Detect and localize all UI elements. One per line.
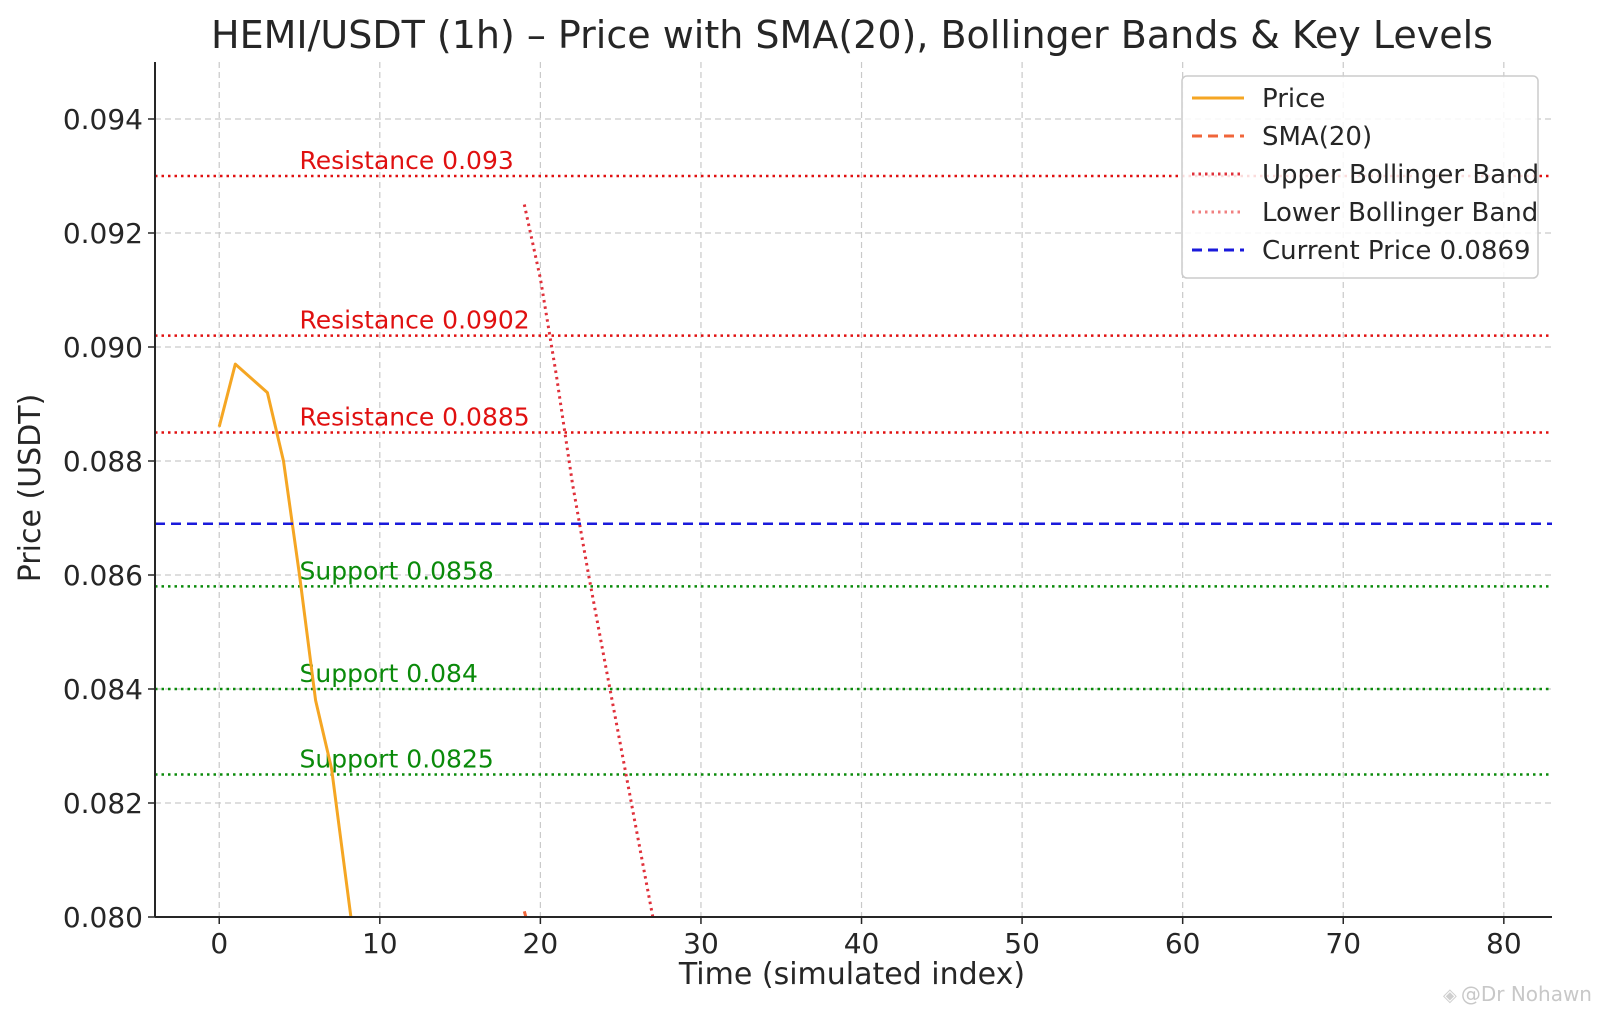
x-tick-label: 0 <box>210 927 228 960</box>
y-tick-label: 0.086 <box>63 559 143 592</box>
x-tick-label: 80 <box>1486 927 1522 960</box>
level-label: Resistance 0.0885 <box>300 403 530 432</box>
chart-title: HEMI/USDT (1h) – Price with SMA(20), Bol… <box>211 13 1493 57</box>
y-tick-label: 0.088 <box>63 445 143 478</box>
level-label: Support 0.084 <box>300 659 478 688</box>
legend: Price SMA(20) Upper Bollinger Band Lower Bo… <box>1181 75 1539 279</box>
x-axis-label: Time (simulated index) <box>678 957 1025 992</box>
legend-box <box>1181 75 1539 279</box>
y-tick-label: 0.082 <box>63 787 143 820</box>
axes <box>154 62 1552 918</box>
x-tick-label: 40 <box>844 927 880 960</box>
level-label: Support 0.0858 <box>300 556 494 585</box>
x-tick-label: 30 <box>683 927 719 960</box>
x-tick-label: 60 <box>1165 927 1201 960</box>
series-line <box>217 362 353 918</box>
watermark-text: @Dr Nohawn <box>1460 982 1592 1006</box>
legend-label: Upper Bollinger Band <box>1262 160 1539 190</box>
x-tick-label: 10 <box>362 927 398 960</box>
binance-square-icon: ◈ <box>1443 985 1457 1006</box>
x-tick-label: 20 <box>523 927 559 960</box>
legend-label: Lower Bollinger Band <box>1262 198 1538 228</box>
legend-label: SMA(20) <box>1262 122 1372 152</box>
level-label: Resistance 0.093 <box>300 146 514 175</box>
x-tick-label: 50 <box>1004 927 1040 960</box>
y-tick-label: 0.092 <box>63 217 143 250</box>
x-tick-label: 70 <box>1325 927 1361 960</box>
y-tick-label: 0.084 <box>63 673 143 706</box>
y-tick-label: 0.080 <box>63 901 143 934</box>
key-levels: Resistance 0.093 Resistance 0.0902 Resista… <box>155 146 1552 776</box>
y-tick-label: 0.094 <box>63 103 143 136</box>
legend-label: Current Price 0.0869 <box>1262 236 1531 266</box>
level-label: Resistance 0.0902 <box>300 306 530 335</box>
y-tick-label: 0.090 <box>63 331 143 364</box>
legend-label: Price <box>1262 84 1325 114</box>
watermark: ◈ @Dr Nohawn <box>1443 982 1592 1006</box>
y-axis-label: Price (USDT) <box>13 394 48 583</box>
ticks: 0 10 20 30 40 50 60 70 80 0.080 0.082 0.084 0.086 0.0… <box>63 103 1522 960</box>
series-line <box>522 204 655 918</box>
